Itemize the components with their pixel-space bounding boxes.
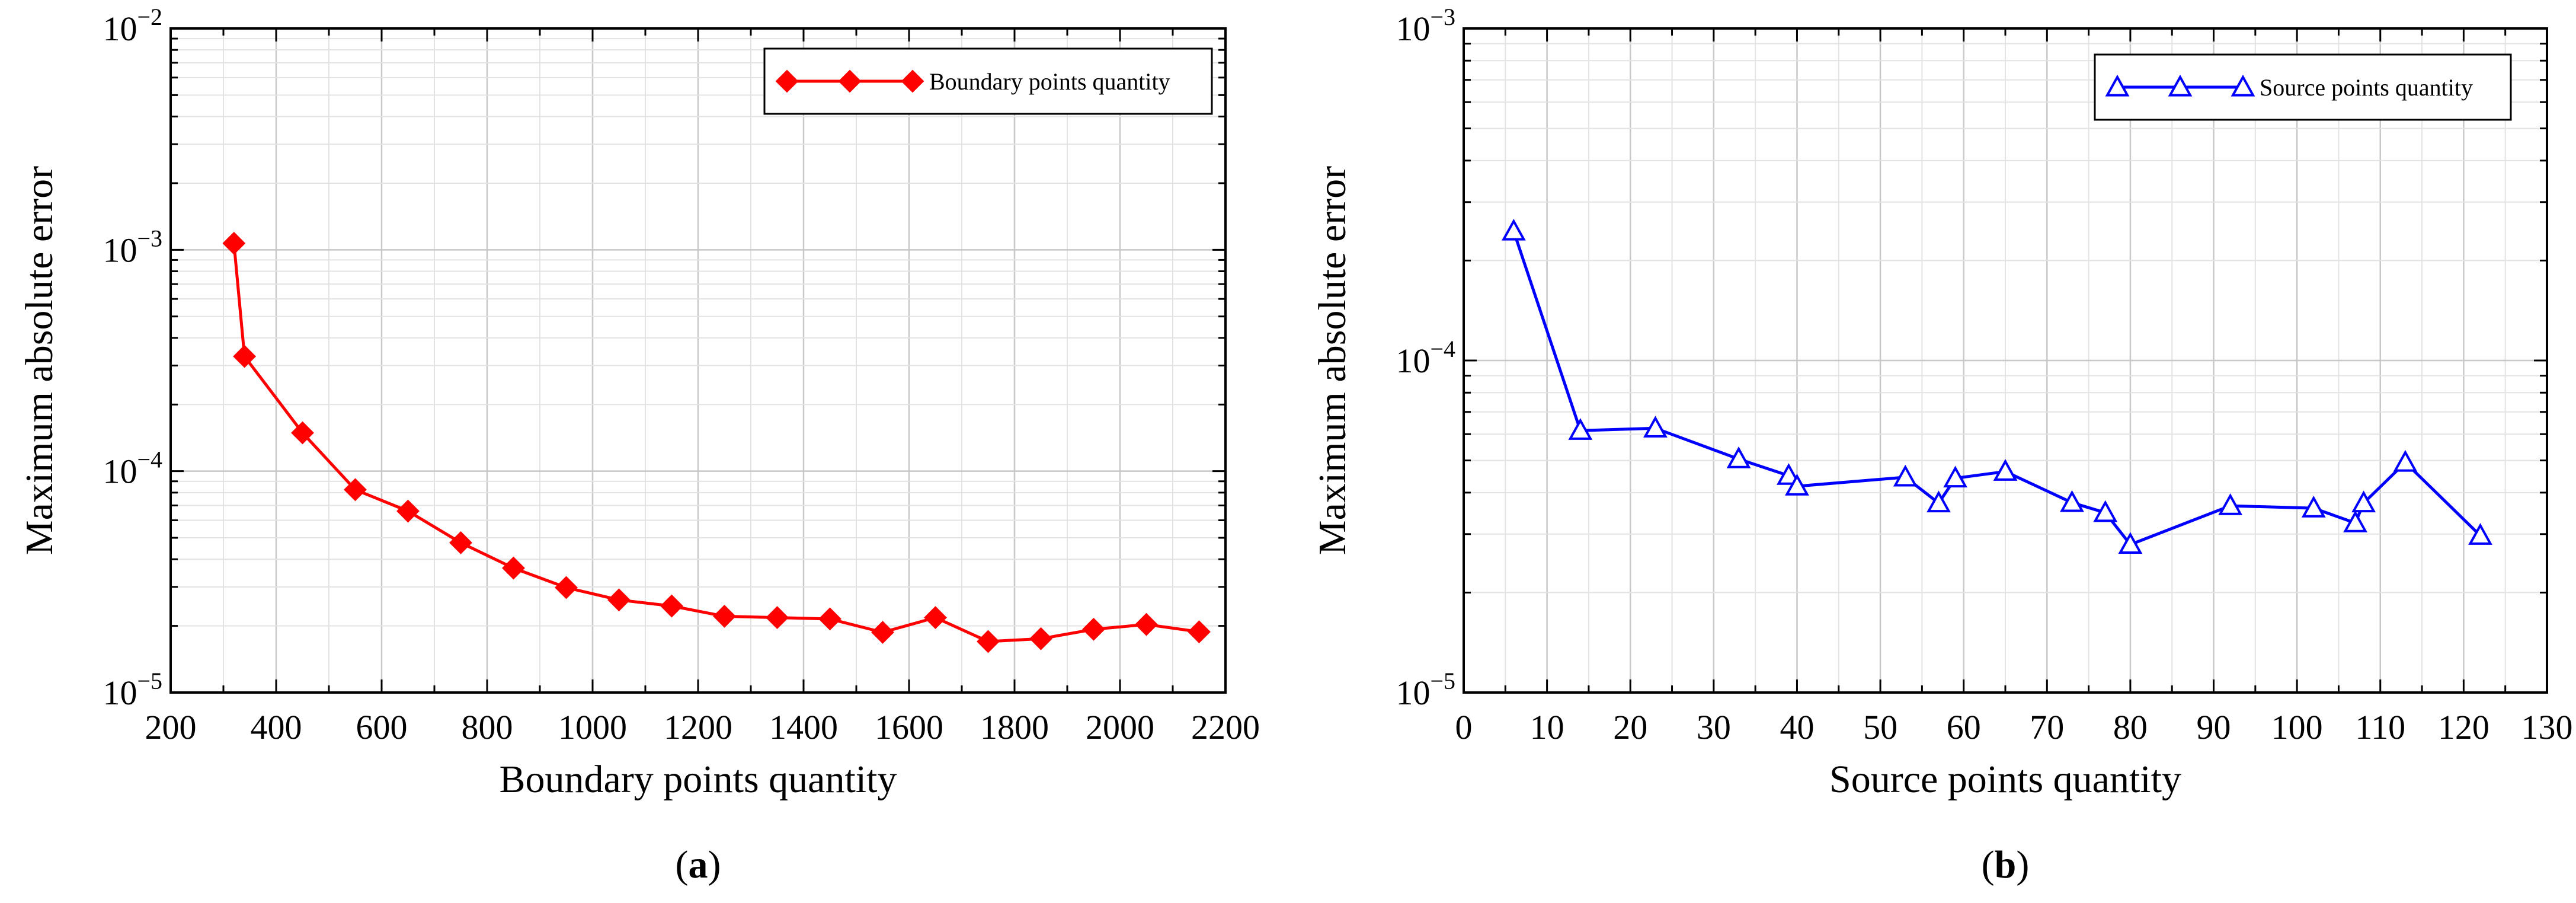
legend-marker: [2168, 74, 2193, 97]
y-tick-label: 10−2: [103, 4, 162, 48]
data-point: [766, 606, 789, 630]
grid-a: [169, 28, 1227, 694]
x-axis-label: Boundary points quantity: [500, 758, 897, 801]
legend-marker: [775, 69, 799, 93]
data-point: [1135, 612, 1158, 636]
series-b: [1501, 218, 2492, 554]
data-point: [1726, 446, 1751, 468]
x-tick-label: 30: [1697, 708, 1731, 746]
data-point: [924, 606, 947, 630]
data-point: [396, 499, 420, 523]
y-axis-label: Maximum absolute error: [1311, 166, 1354, 555]
x-tick-label: 1200: [664, 708, 732, 746]
axes-b: 0 10 20 30 40 50 60 70 80 90 100 110 120 130 10−3 10−4 1…: [1311, 4, 2573, 886]
data-point: [1568, 418, 1593, 440]
data-point: [233, 344, 257, 368]
plot-frame: [169, 27, 1227, 694]
x-tick-label: 2000: [1086, 708, 1154, 746]
x-tick-label: 1600: [875, 708, 943, 746]
y-tick-label: 10−5: [103, 668, 162, 712]
series-a: [222, 231, 1211, 653]
data-point: [607, 588, 631, 612]
data-point: [2118, 532, 2143, 554]
x-tick-label: 90: [2197, 708, 2231, 746]
x-tick-label: 600: [356, 708, 408, 746]
x-tick-label: 1800: [980, 708, 1049, 746]
plot-frame: [1463, 27, 2548, 694]
x-tick-label: 400: [251, 708, 302, 746]
panel-a: Boundary points quantity 200 400 600 800 100…: [18, 4, 1260, 886]
data-point: [1893, 464, 1918, 487]
data-point: [1943, 465, 1968, 488]
data-point: [291, 421, 314, 445]
data-point: [2468, 523, 2492, 545]
x-tick-label: 0: [1455, 708, 1473, 746]
x-tick-label: 50: [1863, 708, 1897, 746]
data-point: [1643, 416, 1668, 438]
data-point: [1927, 490, 1951, 513]
panel-caption: (b): [1982, 843, 2030, 886]
x-axis-label: Source points quantity: [1829, 758, 2181, 801]
x-tick-label: 200: [145, 708, 197, 746]
data-point: [502, 556, 525, 580]
legend-marker: [2231, 74, 2255, 97]
x-tick-label: 80: [2113, 708, 2148, 746]
data-point: [2301, 496, 2326, 518]
data-point: [818, 607, 841, 631]
x-tick-label: 60: [1947, 708, 1981, 746]
legend-marker: [2105, 74, 2130, 97]
data-point: [2351, 490, 2376, 513]
x-tick-label: 10: [1530, 708, 1564, 746]
data-point: [1082, 617, 1105, 641]
data-point: [1993, 459, 2018, 481]
data-point: [1188, 620, 1211, 644]
data-point: [713, 605, 736, 628]
legend-b: Source points quantity: [2094, 53, 2512, 121]
y-tick-label: 10−4: [103, 446, 162, 491]
y-tick-label: 10−4: [1396, 336, 1455, 380]
grid-b: [1463, 28, 2548, 694]
data-point: [977, 630, 1000, 653]
y-tick-label: 10−5: [1396, 668, 1455, 712]
y-tick-label: 10−3: [1396, 4, 1455, 48]
x-tick-label: 70: [2030, 708, 2064, 746]
data-point: [660, 594, 683, 618]
data-point: [2343, 510, 2367, 532]
x-tick-label: 2200: [1191, 708, 1260, 746]
x-tick-label: 1400: [769, 708, 838, 746]
data-point: [2218, 493, 2243, 515]
data-point: [2393, 449, 2418, 472]
data-point: [871, 621, 894, 644]
legend-marker: [901, 69, 924, 93]
axes-a: 200 400 600 800 1000 1200 1400 1600 1800 2000 2200…: [18, 4, 1260, 886]
y-tick-label: 10−3: [103, 225, 162, 269]
legend-label: Boundary points quantity: [929, 68, 1170, 95]
data-point: [1501, 218, 1526, 241]
x-tick-label: 100: [2271, 708, 2323, 746]
data-point: [1029, 627, 1052, 650]
data-point: [2093, 500, 2118, 522]
data-point: [344, 478, 367, 502]
x-tick-label: 110: [2355, 708, 2405, 746]
legend-marker: [838, 69, 862, 93]
x-tick-label: 800: [462, 708, 513, 746]
legend-a: Boundary points quantity: [763, 47, 1213, 115]
y-axis-label: Maximum absolute error: [18, 166, 61, 555]
data-point: [1785, 474, 1809, 496]
x-tick-label: 1000: [558, 708, 627, 746]
panel-b: Source points quantity 0 10 20 30 40 50 60 70 80…: [1311, 4, 2573, 886]
x-tick-label: 120: [2438, 708, 2489, 746]
x-tick-label: 20: [1613, 708, 1647, 746]
panel-caption: (a): [676, 843, 721, 886]
data-point: [1777, 463, 1801, 485]
data-point: [555, 576, 578, 599]
data-point: [222, 231, 246, 255]
x-tick-label: 40: [1780, 708, 1814, 746]
x-tick-label: 130: [2521, 708, 2573, 746]
legend-label: Source points quantity: [2260, 74, 2473, 101]
data-point: [2060, 490, 2084, 512]
data-point: [449, 531, 472, 554]
